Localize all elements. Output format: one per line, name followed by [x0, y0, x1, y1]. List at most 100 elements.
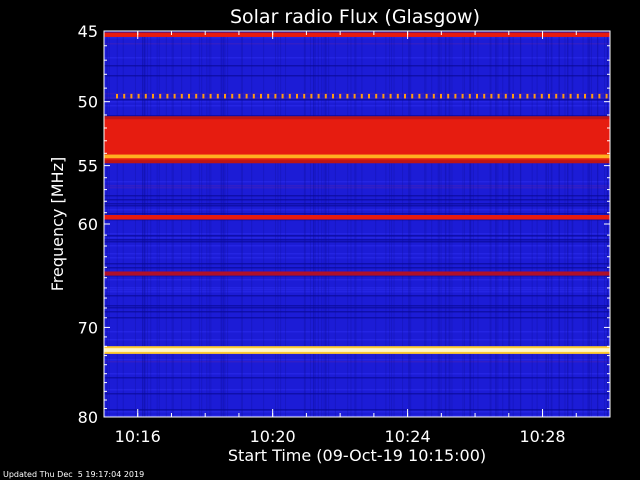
noise-column	[142, 31, 144, 417]
noise-stripe	[104, 305, 610, 307]
noise-column	[323, 31, 325, 417]
band-segment	[490, 93, 493, 99]
x-tick-label: 10:16	[115, 427, 161, 446]
band-segment	[519, 93, 522, 99]
noise-column	[448, 31, 450, 417]
noise-column	[495, 31, 497, 417]
noise-stripe	[104, 411, 610, 413]
noise-stripe	[104, 97, 610, 99]
band-segment	[216, 93, 219, 99]
chart-title: Solar radio Flux (Glasgow)	[230, 6, 480, 28]
noise-column	[440, 31, 442, 417]
band-segment	[324, 93, 327, 99]
band-segment	[425, 93, 428, 99]
noise-stripe	[104, 361, 610, 363]
noise-stripe	[104, 331, 610, 333]
y-tick-label: 70	[78, 318, 98, 337]
noise-stripe	[104, 99, 610, 101]
noise-column	[354, 31, 356, 417]
noise-stripe	[104, 409, 610, 411]
noise-column	[158, 31, 160, 417]
noise-column	[122, 31, 124, 417]
noise-column	[424, 31, 426, 417]
noise-column	[445, 31, 447, 417]
band-segment	[584, 93, 586, 99]
noise-column	[472, 31, 474, 417]
band-segment	[540, 93, 543, 99]
band-segment	[598, 93, 601, 99]
noise-column	[317, 31, 319, 417]
noise-column	[198, 31, 200, 417]
x-tick-label: 10:24	[385, 427, 431, 446]
noise-column	[355, 31, 357, 417]
noise-stripe	[104, 187, 610, 189]
noise-column	[502, 31, 504, 417]
band-segment	[432, 93, 435, 99]
band-segment	[389, 93, 392, 99]
x-tick-label: 10:20	[250, 427, 296, 446]
band-segment	[576, 93, 579, 99]
noise-column	[241, 31, 243, 417]
noise-column	[497, 31, 499, 417]
noise-stripe	[104, 245, 610, 247]
noise-column	[116, 31, 118, 417]
band-segment	[224, 93, 226, 99]
band-segment	[159, 93, 162, 99]
band-segment	[274, 93, 277, 99]
band-segment	[116, 93, 118, 99]
noise-column	[201, 31, 203, 417]
noise-stripe	[104, 289, 610, 291]
noise-column	[334, 31, 336, 417]
noise-column	[558, 31, 560, 417]
noise-stripe	[104, 101, 610, 103]
noise-stripe	[104, 239, 610, 241]
noise-stripe	[104, 233, 610, 235]
noise-column	[564, 31, 566, 417]
noise-column	[410, 31, 412, 417]
noise-column	[590, 31, 592, 417]
noise-stripe	[104, 57, 610, 59]
noise-stripe	[104, 415, 610, 417]
band-segment	[260, 93, 262, 99]
x-tick-label: 10:28	[519, 427, 565, 446]
band-segment	[123, 93, 126, 99]
noise-column	[143, 31, 145, 417]
y-tick-label: 80	[78, 408, 98, 427]
noise-stripe	[104, 31, 610, 33]
noise-column	[546, 31, 548, 417]
noise-column	[547, 31, 549, 417]
noise-column	[325, 31, 327, 417]
band-segment	[238, 93, 241, 99]
noise-column	[361, 31, 363, 417]
band-segment	[137, 93, 140, 99]
band	[104, 271, 610, 276]
band-segment	[562, 93, 565, 99]
noise-column	[190, 31, 192, 417]
noise-column	[206, 31, 208, 417]
noise-stripe	[104, 199, 610, 201]
noise-column	[489, 31, 491, 417]
band-segment	[418, 93, 421, 99]
noise-column	[220, 31, 222, 417]
noise-column	[309, 31, 311, 417]
band-segment	[440, 93, 442, 99]
y-tick-label: 60	[78, 215, 98, 234]
noise-column	[508, 31, 510, 417]
noise-column	[277, 31, 279, 417]
noise-column	[208, 31, 210, 417]
band-segment	[173, 93, 176, 99]
band-segment	[166, 93, 169, 99]
noise-stripe	[104, 205, 610, 207]
x-axis-label: Start Time (09-Oct-19 10:15:00)	[228, 446, 486, 465]
band-segment	[548, 93, 550, 99]
noise-column	[508, 31, 510, 417]
noise-column	[221, 31, 223, 417]
noise-column	[571, 31, 573, 417]
noise-stripe	[104, 287, 610, 289]
noise-column	[597, 31, 599, 417]
noise-column	[408, 31, 410, 417]
noise-column	[350, 31, 352, 417]
noise-column	[389, 31, 391, 417]
noise-column	[551, 31, 553, 417]
